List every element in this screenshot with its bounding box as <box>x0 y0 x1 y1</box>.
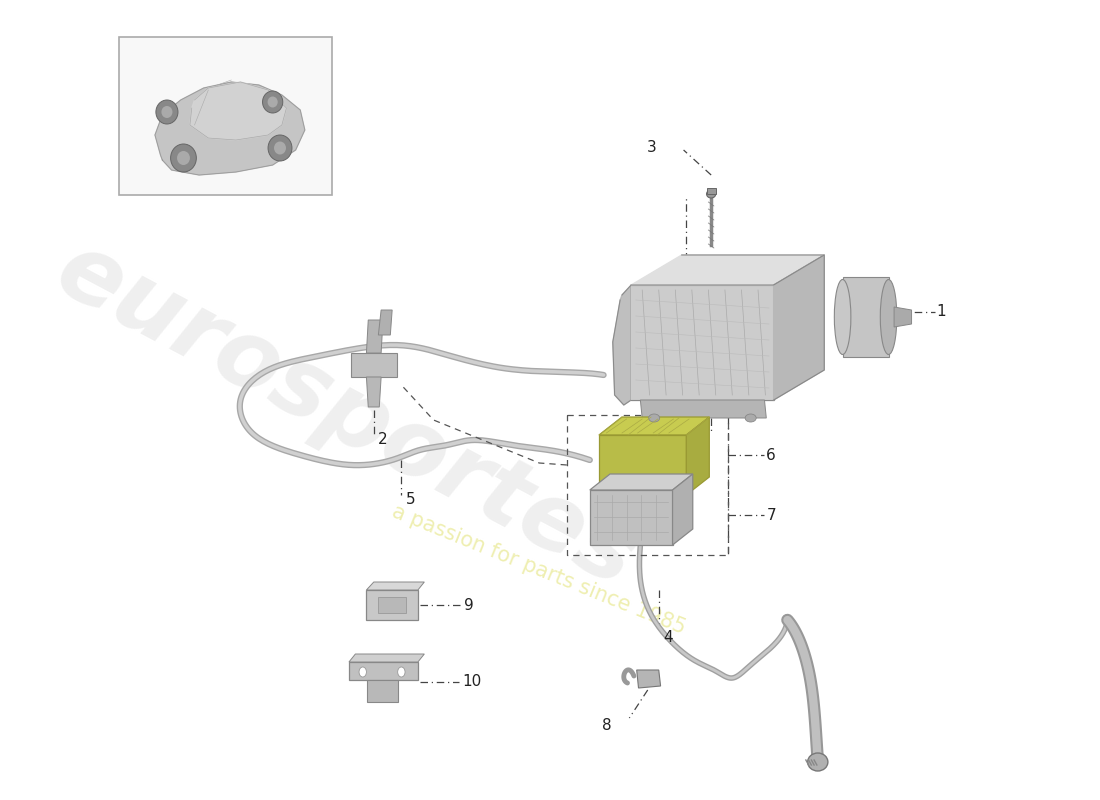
Polygon shape <box>637 670 661 688</box>
Text: 9: 9 <box>464 598 474 613</box>
Polygon shape <box>590 490 672 545</box>
Ellipse shape <box>834 279 851 354</box>
Circle shape <box>156 100 178 124</box>
Polygon shape <box>773 255 824 400</box>
Polygon shape <box>672 474 693 545</box>
Text: a passion for parts since 1985: a passion for parts since 1985 <box>389 502 689 638</box>
Polygon shape <box>119 37 332 195</box>
Ellipse shape <box>649 414 660 422</box>
Text: 6: 6 <box>767 447 777 462</box>
Polygon shape <box>366 590 418 620</box>
Text: 1: 1 <box>936 305 946 319</box>
Polygon shape <box>366 582 425 590</box>
Polygon shape <box>631 285 773 400</box>
Ellipse shape <box>807 753 828 771</box>
Polygon shape <box>894 307 912 327</box>
Bar <box>378 597 406 613</box>
Polygon shape <box>155 82 305 175</box>
Bar <box>706 188 716 194</box>
Polygon shape <box>349 654 425 662</box>
Text: 10: 10 <box>462 674 482 690</box>
Polygon shape <box>600 417 710 435</box>
Text: 5: 5 <box>406 493 416 507</box>
Ellipse shape <box>745 414 756 422</box>
Circle shape <box>177 151 190 165</box>
Ellipse shape <box>706 190 716 198</box>
Polygon shape <box>351 353 397 377</box>
Circle shape <box>170 144 196 172</box>
Ellipse shape <box>359 667 366 677</box>
Polygon shape <box>190 82 286 140</box>
Text: 3: 3 <box>647 141 657 155</box>
Ellipse shape <box>398 667 405 677</box>
Circle shape <box>268 135 292 161</box>
Polygon shape <box>349 662 418 680</box>
Circle shape <box>274 142 286 154</box>
Polygon shape <box>378 310 393 335</box>
Text: 7: 7 <box>767 507 775 522</box>
Text: 2: 2 <box>378 433 388 447</box>
Polygon shape <box>366 377 381 407</box>
Circle shape <box>267 97 277 107</box>
Text: 4: 4 <box>663 630 673 646</box>
Polygon shape <box>600 435 686 495</box>
Circle shape <box>263 91 283 113</box>
Text: 8: 8 <box>602 718 612 734</box>
Circle shape <box>162 106 173 118</box>
Polygon shape <box>366 320 383 353</box>
Polygon shape <box>686 417 710 495</box>
Ellipse shape <box>880 279 896 354</box>
Text: eurosportes: eurosportes <box>41 223 652 606</box>
Polygon shape <box>843 277 889 357</box>
Polygon shape <box>631 255 824 285</box>
Polygon shape <box>613 285 631 405</box>
Polygon shape <box>367 680 398 702</box>
Polygon shape <box>640 400 767 418</box>
Polygon shape <box>590 474 693 490</box>
